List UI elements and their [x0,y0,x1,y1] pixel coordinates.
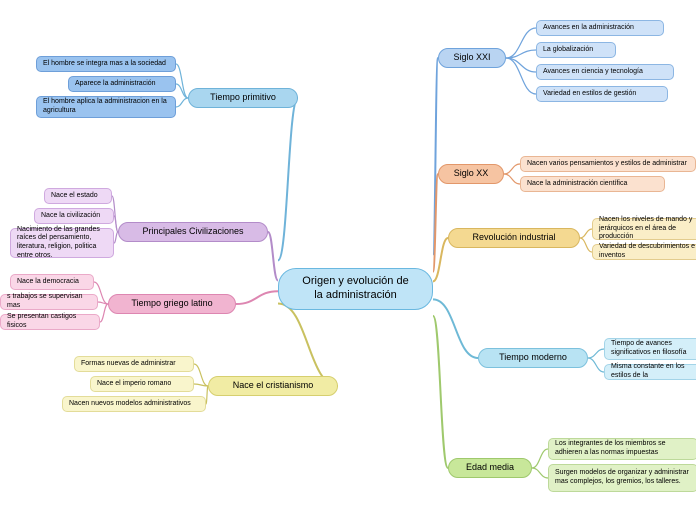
branch-crist: Nace el cristianismo [208,376,338,396]
center-node: Origen y evolución de la administración [278,268,433,310]
mindmap-canvas: { "center": { "label": "Origen y evoluci… [0,0,696,520]
leaf-revind-0: Nacen los niveles de mando y jerárquicos… [592,218,696,240]
leaf-edadmedia-0: Los integrantes de los miembros se adhie… [548,438,696,460]
leaf-civiliz-0: Nace el estado [44,188,112,204]
leaf-siglo21-2: Avances en ciencia y tecnología [536,64,674,80]
leaf-moderno-1: Misma constante en los estilos de la [604,364,696,380]
leaf-crist-0: Formas nuevas de administrar [74,356,194,372]
branch-siglo20: Siglo XX [438,164,504,184]
leaf-moderno-0: Tiempo de avances significativos en filo… [604,338,696,360]
leaf-primitivo-1: Aparece la administración [68,76,176,92]
leaf-revind-1: Variedad de descubrimientos e inventos [592,244,696,260]
leaf-siglo20-1: Nace la administración científica [520,176,665,192]
branch-edadmedia: Edad media [448,458,532,478]
leaf-edadmedia-1: Surgen modelos de organizar y administra… [548,464,696,492]
branch-siglo21: Siglo XXI [438,48,506,68]
leaf-crist-2: Nacen nuevos modelos administrativos [62,396,206,412]
leaf-siglo21-0: Avances en la administración [536,20,664,36]
branch-primitivo: Tiempo primitivo [188,88,298,108]
leaf-civiliz-2: Nacimiento de las grandes raíces del pen… [10,228,114,258]
branch-civiliz: Principales Civilizaciones [118,222,268,242]
leaf-siglo21-3: Variedad en estilos de gestión [536,86,668,102]
leaf-crist-1: Nace el imperio romano [90,376,194,392]
leaf-siglo20-0: Nacen varios pensamientos y estilos de a… [520,156,696,172]
leaf-primitivo-2: El hombre aplica la administracion en la… [36,96,176,118]
branch-revind: Revolución industrial [448,228,580,248]
leaf-griego-1: s trabajos se supervisan mas [0,294,98,310]
leaf-primitivo-0: El hombre se integra mas a la sociedad [36,56,176,72]
branch-moderno: Tiempo moderno [478,348,588,368]
leaf-siglo21-1: La globalización [536,42,616,58]
leaf-civiliz-1: Nace la civilización [34,208,114,224]
leaf-griego-2: Se presentan castigos fisicos [0,314,100,330]
leaf-griego-0: Nace la democracia [10,274,94,290]
branch-griego: Tiempo griego latino [108,294,236,314]
